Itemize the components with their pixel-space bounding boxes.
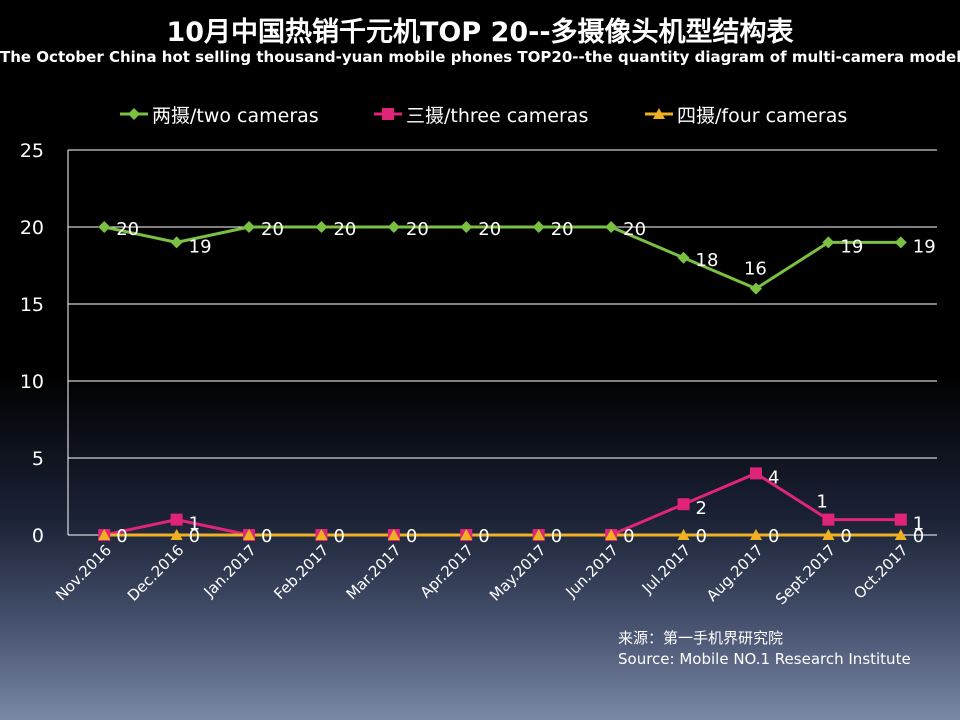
- data-label-two-3: 20: [333, 219, 356, 240]
- x-tick-label-11: Oct.2017: [850, 541, 911, 602]
- marker-triangle-2-10: [822, 529, 835, 540]
- data-label-two-4: 20: [406, 219, 429, 240]
- marker-square-1-1: [170, 513, 183, 526]
- data-label-two-2: 20: [261, 219, 284, 240]
- y-tick-label-25: 25: [20, 140, 44, 162]
- x-tick-label-10: Sept.2017: [772, 541, 839, 608]
- source-line-en: Source: Mobile NO.1 Research Institute: [618, 650, 911, 668]
- data-label-two-6: 20: [551, 219, 574, 240]
- data-label-four-9: 0: [768, 526, 779, 547]
- marker-triangle-2-8: [677, 529, 690, 540]
- y-tick-label-15: 15: [20, 294, 44, 316]
- series-line-0: [103, 225, 901, 291]
- data-label-four-8: 0: [696, 526, 707, 547]
- legend-triangle-icon: [645, 108, 673, 119]
- marker-triangle-2-11: [894, 529, 907, 540]
- legend-item-three-cameras: 三摄/three cameras: [374, 100, 588, 128]
- data-label-four-10: 0: [840, 526, 851, 547]
- data-label-four-3: 0: [333, 526, 344, 547]
- x-tick-label-3: Feb.2017: [270, 541, 332, 603]
- marker-triangle-2-6: [532, 529, 545, 540]
- legend-diamond-icon: [120, 108, 148, 120]
- marker-triangle-2-0: [98, 529, 111, 540]
- data-label-four-11: 0: [913, 526, 924, 547]
- y-tick-label-0: 0: [32, 525, 44, 547]
- marker-triangle-2-5: [460, 529, 473, 540]
- marker-triangle-2-7: [605, 529, 618, 540]
- x-tick-label-8: Jul.2017: [638, 541, 695, 598]
- marker-triangle-2-2: [243, 529, 256, 540]
- legend-item-two-cameras: 两摄/two cameras: [120, 100, 319, 128]
- marker-square-1-11: [894, 513, 907, 526]
- marker-diamond-0-7: [605, 221, 618, 233]
- data-label-two-11: 19: [913, 236, 936, 257]
- data-label-three-11: 1: [913, 514, 924, 535]
- marker-square-1-9: [749, 467, 762, 480]
- legend-label-four-cameras: 四摄/four cameras: [677, 104, 848, 127]
- marker-square-1-8: [677, 498, 690, 511]
- marker-diamond-0-10: [822, 236, 835, 249]
- legend: 两摄/two cameras 三摄/three cameras 四摄/four …: [0, 100, 960, 128]
- marker-diamond-0-6: [532, 221, 545, 233]
- data-label-four-5: 0: [478, 526, 489, 547]
- marker-diamond-0-4: [387, 221, 400, 233]
- data-label-two-10: 19: [840, 236, 863, 257]
- marker-triangle-2-1: [170, 529, 183, 540]
- y-tick-label-5: 5: [32, 448, 44, 470]
- marker-diamond-0-1: [170, 236, 183, 249]
- data-label-two-0: 20: [116, 219, 139, 240]
- data-label-four-6: 0: [551, 526, 562, 547]
- marker-diamond-0-0: [98, 221, 111, 233]
- chart-title: 10月中国热销千元机TOP 20--多摄像头机型结构表: [166, 17, 794, 48]
- chart-subtitle: The October China hot selling thousand-y…: [0, 48, 960, 66]
- marker-triangle-2-9: [749, 529, 762, 540]
- data-label-three-9: 4: [768, 467, 779, 488]
- data-label-four-4: 0: [406, 526, 417, 547]
- legend-label-two-cameras: 两摄/two cameras: [152, 104, 319, 127]
- x-tick-label-2: Jan.2017: [200, 541, 260, 601]
- legend-square-icon: [374, 108, 402, 120]
- x-tick-label-9: Aug.2017: [703, 541, 767, 605]
- x-tick-label-4: Mar.2017: [343, 541, 405, 603]
- data-label-four-0: 0: [116, 526, 127, 547]
- data-label-three-8: 2: [696, 498, 707, 519]
- data-label-four-7: 0: [623, 526, 634, 547]
- marker-diamond-0-2: [243, 221, 256, 233]
- x-tick-label-7: Jun.2017: [562, 541, 622, 601]
- legend-item-four-cameras: 四摄/four cameras: [645, 100, 847, 128]
- marker-triangle-2-4: [387, 529, 400, 540]
- data-label-two-7: 20: [623, 219, 646, 240]
- series-line-1: [103, 471, 901, 537]
- x-tick-label-6: May.2017: [486, 541, 550, 605]
- source-note: 来源：第一手机界研究院 Source: Mobile NO.1 Research…: [618, 628, 911, 670]
- x-tick-label-0: Nov.2016: [52, 541, 115, 604]
- data-label-two-1: 19: [189, 236, 212, 257]
- source-line-cn: 来源：第一手机界研究院: [618, 629, 784, 647]
- marker-diamond-0-11: [894, 236, 907, 249]
- data-label-two-5: 20: [478, 219, 501, 240]
- legend-label-three-cameras: 三摄/three cameras: [406, 104, 589, 127]
- data-label-two-8: 18: [696, 250, 719, 271]
- data-label-three-1: 1: [189, 514, 200, 535]
- marker-diamond-0-8: [677, 251, 690, 264]
- marker-diamond-0-9: [749, 282, 762, 295]
- marker-triangle-2-3: [315, 529, 328, 540]
- marker-square-1-10: [822, 513, 835, 526]
- marker-diamond-0-5: [460, 221, 473, 233]
- x-tick-label-1: Dec.2016: [124, 541, 188, 605]
- data-label-four-1: 0: [189, 526, 200, 547]
- y-tick-label-10: 10: [20, 371, 44, 393]
- x-tick-label-5: Apr.2017: [417, 541, 477, 601]
- y-tick-label-20: 20: [20, 217, 44, 239]
- data-label-two-9: 16: [744, 259, 767, 280]
- data-label-four-2: 0: [261, 526, 272, 547]
- marker-diamond-0-3: [315, 221, 328, 233]
- data-label-three-10: 1: [816, 492, 827, 513]
